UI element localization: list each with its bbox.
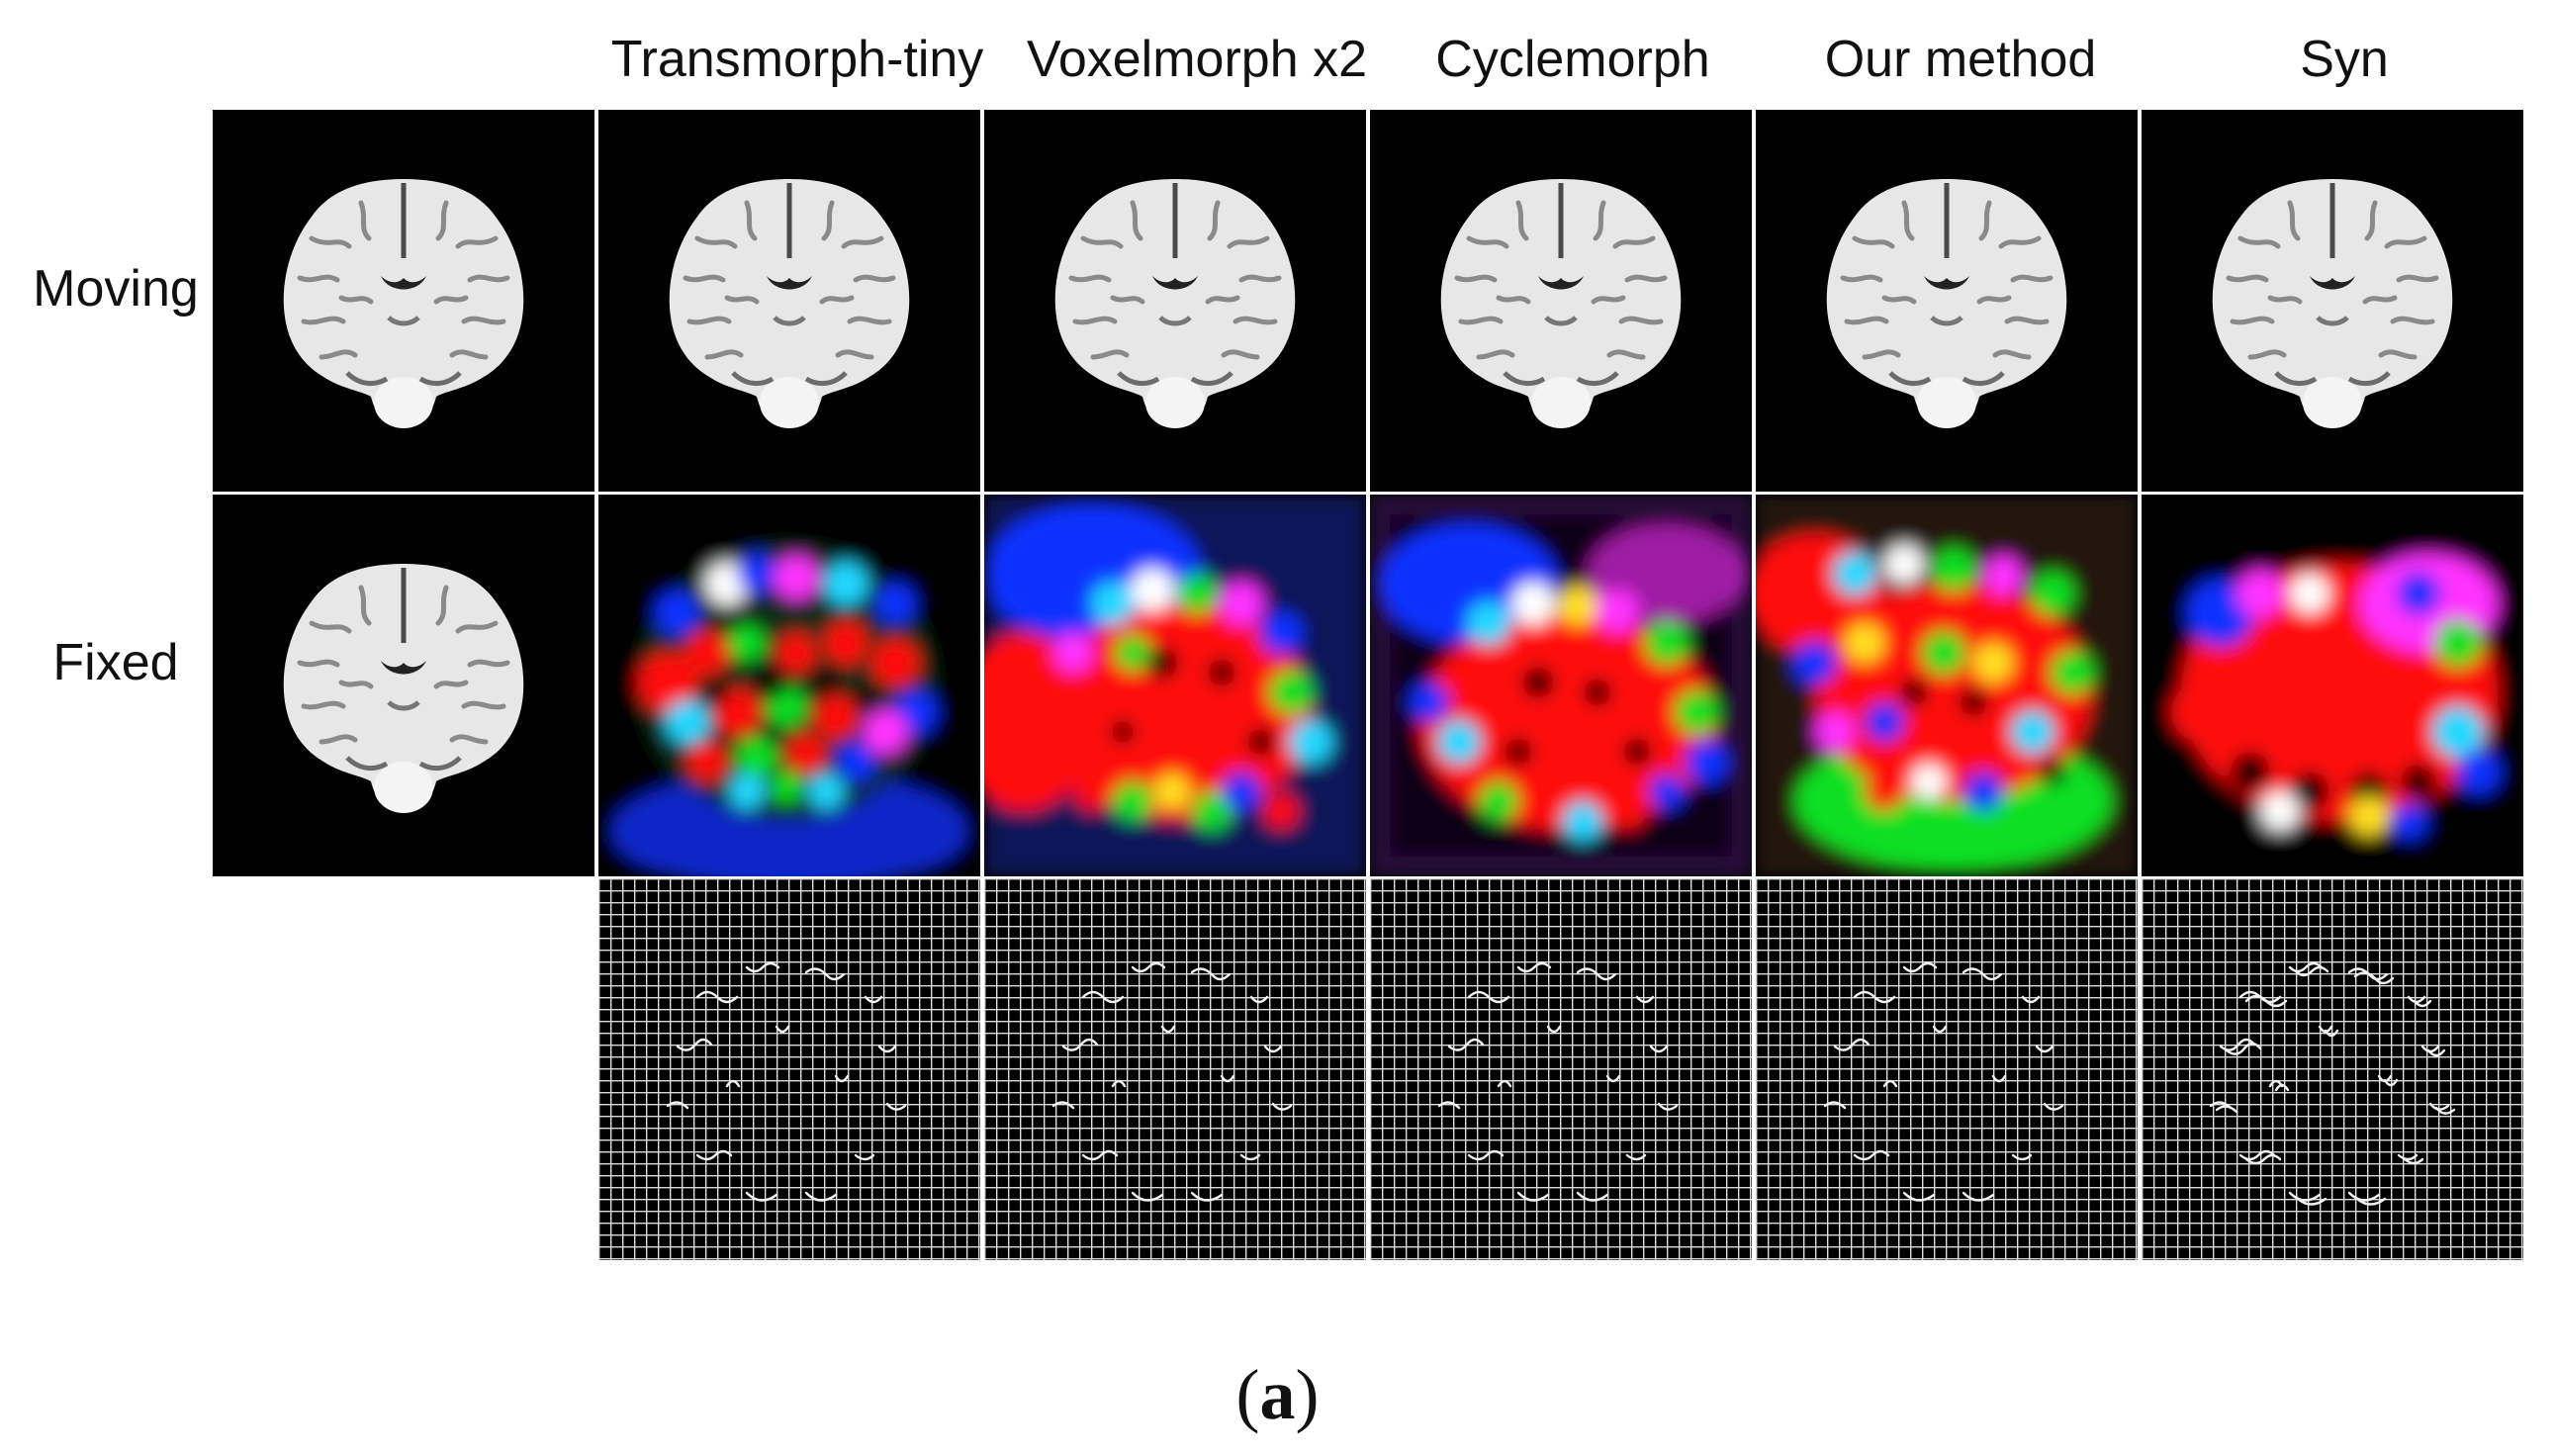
grid-transmorph-tiny: [598, 878, 980, 1260]
caption-close-paren: ): [1295, 1355, 1320, 1434]
column-title-syn: Syn: [2300, 31, 2389, 88]
deformation-grid-image: [1370, 878, 1752, 1260]
moving-image-syn: [2142, 110, 2523, 492]
brain-image: [213, 495, 594, 876]
deformation-grid-image: [1756, 878, 2138, 1260]
moving-image-our-method: [1756, 110, 2138, 492]
column-title-transmorph-tiny: Transmorph-tiny: [610, 31, 984, 88]
caption-letter: a: [1259, 1355, 1296, 1434]
moving-image-input: [213, 110, 594, 492]
flow-map-image: [984, 495, 1366, 876]
column-title-cyclemorph: Cyclemorph: [1435, 31, 1710, 88]
brain-image: [2142, 110, 2523, 492]
flow-map-image: [1756, 495, 2138, 876]
row-label-moving: Moving: [33, 260, 199, 318]
brain-image: [984, 110, 1366, 492]
brain-image: [1370, 110, 1752, 492]
moving-image-voxelmorph-x2: [984, 110, 1366, 492]
flow-map-cyclemorph: [1370, 495, 1752, 876]
moving-image-transmorph-tiny: [598, 110, 980, 492]
flow-map-image: [1370, 495, 1752, 876]
deformation-grid-image: [2142, 878, 2523, 1260]
column-title-our-method: Our method: [1824, 31, 2097, 88]
fixed-image: [213, 495, 594, 876]
brain-image: [598, 110, 980, 492]
row-label-fixed: Fixed: [52, 634, 179, 691]
flow-map-transmorph-tiny: [598, 495, 980, 876]
brain-image: [213, 110, 594, 492]
flow-map-image: [598, 495, 980, 876]
flow-map-voxelmorph-x2: [984, 495, 1366, 876]
caption-open-paren: (: [1235, 1355, 1260, 1434]
column-title-voxelmorph-x2: Voxelmorph x2: [1027, 31, 1367, 88]
moving-image-cyclemorph: [1370, 110, 1752, 492]
grid-syn: [2142, 878, 2523, 1260]
deformation-grid-image: [984, 878, 1366, 1260]
grid-voxelmorph-x2: [984, 878, 1366, 1260]
figure-caption: (a): [0, 1353, 2555, 1436]
deformation-grid-image: [598, 878, 980, 1260]
flow-map-syn: [2142, 495, 2523, 876]
brain-image: [1756, 110, 2138, 492]
grid-cyclemorph: [1370, 878, 1752, 1260]
grid-our-method: [1756, 878, 2138, 1260]
flow-map-image: [2142, 495, 2523, 876]
flow-map-our-method: [1756, 495, 2138, 876]
